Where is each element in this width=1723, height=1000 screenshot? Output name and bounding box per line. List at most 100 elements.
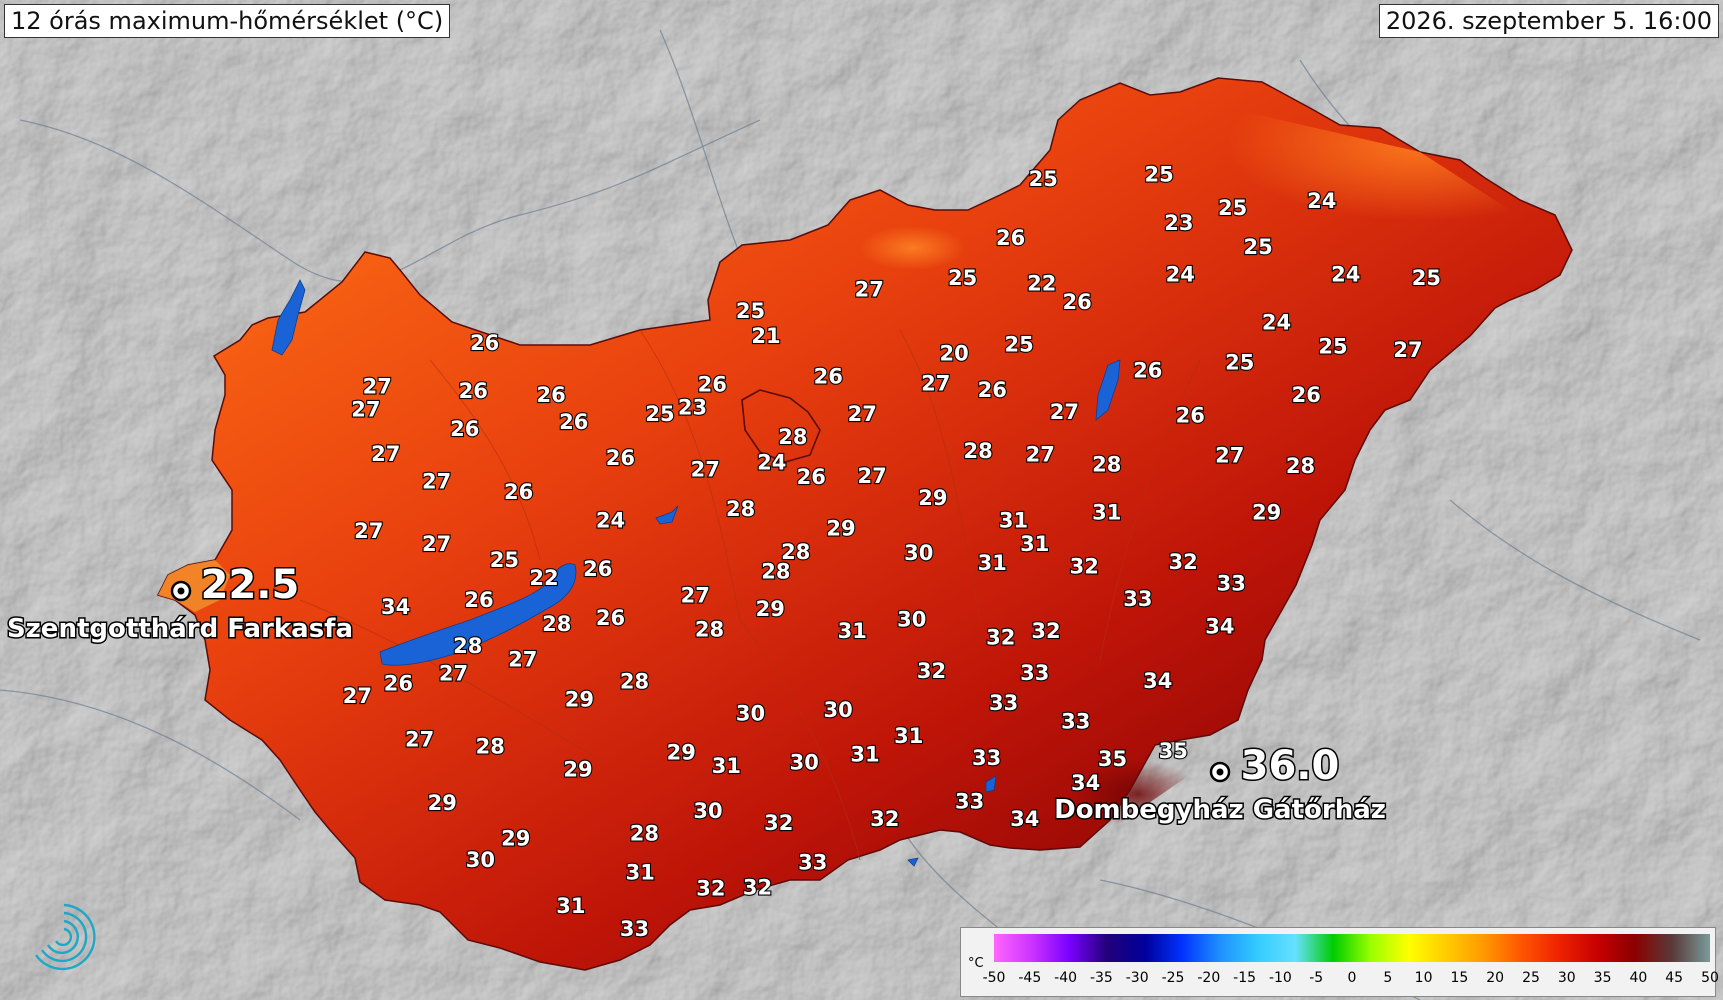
station-temp-label: 30 [736, 702, 765, 726]
station-temp-label: 29 [667, 741, 696, 765]
station-temp-label: 30 [823, 698, 852, 722]
water-bodies [271, 279, 1121, 867]
station-temp-label: 27 [1393, 338, 1422, 362]
station-temp-label: 27 [439, 662, 468, 686]
station-temp-label: 25 [645, 402, 674, 426]
legend-tick: 30 [1557, 970, 1576, 986]
station-temp-label: 31 [838, 619, 867, 643]
min-station: Szentgotthárd Farkasfa [7, 614, 353, 644]
station-temp-label: 34 [1143, 669, 1172, 693]
station-temp-label: 32 [917, 659, 946, 683]
station-temp-label: 27 [921, 372, 950, 396]
station-temp-label: 30 [466, 848, 495, 872]
station-temp-label: 26 [1176, 404, 1205, 428]
station-temp-label: 27 [354, 519, 383, 543]
station-temp-label: 31 [978, 551, 1007, 575]
station-temp-label: 26 [1062, 290, 1091, 314]
small-lake-south2 [907, 857, 919, 867]
map-datetime: 2026. szeptember 5. 16:00 [1378, 4, 1719, 38]
station-temp-label: 26 [470, 331, 499, 355]
station-temp-label: 33 [1020, 661, 1049, 685]
station-temp-label: 27 [1050, 400, 1079, 424]
legend-tick: -25 [1161, 970, 1185, 986]
station-temp-label: 33 [972, 746, 1001, 770]
budapest-outline [741, 389, 821, 463]
legend-tick: -45 [1018, 970, 1042, 986]
lake-velence [655, 505, 679, 525]
station-temp-label: 26 [1133, 358, 1162, 382]
legend-tick: 35 [1593, 970, 1612, 986]
station-temp-label: 22 [529, 566, 558, 590]
station-temp-label: 27 [371, 442, 400, 466]
station-temp-label: 34 [381, 595, 410, 619]
station-temp-label: 28 [1092, 452, 1121, 476]
station-temp-label: 31 [850, 743, 879, 767]
station-temp-label: 30 [897, 608, 926, 632]
legend-tick: -30 [1125, 970, 1149, 986]
station-temp-label: 26 [814, 365, 843, 389]
legend-tick: -35 [1089, 970, 1113, 986]
station-temp-label: 25 [1144, 162, 1173, 186]
station-temp-label: 26 [698, 373, 727, 397]
station-temp-label: 28 [476, 735, 505, 759]
station-temp-label: 26 [978, 378, 1007, 402]
station-temp-label: 26 [559, 410, 588, 434]
max-station: Dombegyház Gátőrház [1054, 795, 1386, 825]
station-temp-label: 25 [1029, 167, 1058, 191]
station-temp-label: 25 [1318, 334, 1347, 358]
station-temp-label: 25 [490, 548, 519, 572]
small-lake-south [985, 775, 997, 793]
station-temp-label: 33 [989, 691, 1018, 715]
station-temp-label: 29 [563, 758, 592, 782]
lake-ferto [271, 279, 306, 356]
station-temp-label: 32 [1031, 619, 1060, 643]
logo-icon [35, 903, 96, 971]
station-temp-label: 26 [583, 557, 612, 581]
station-temp-label: 28 [542, 612, 571, 636]
station-temp-label: 26 [450, 417, 479, 441]
station-temp-label: 27 [1026, 443, 1055, 467]
station-temp-label: 28 [726, 497, 755, 521]
station-temp-label: 31 [999, 508, 1028, 532]
station-temp-label: 35 [1159, 739, 1188, 763]
station-temp-label: 30 [904, 541, 933, 565]
station-temp-label: 28 [778, 425, 807, 449]
station-temp-label: 34 [1205, 615, 1234, 639]
station-temp-label: 27 [857, 464, 886, 488]
station-temp-label: 25 [1243, 235, 1272, 259]
extreme-max-marker: 36.0 Dombegyház Gátőrház [1053, 742, 1388, 827]
station-temp-label: 31 [894, 724, 923, 748]
station-temp-label: 29 [501, 827, 530, 851]
station-temp-label: 27 [422, 469, 451, 493]
station-temp-label: 25 [1225, 350, 1254, 374]
station-temp-label: 28 [761, 560, 790, 584]
legend-unit: °C [968, 956, 984, 971]
station-temp-label: 30 [790, 750, 819, 774]
station-temp-label: 27 [405, 727, 434, 751]
station-temp-label: 26 [459, 379, 488, 403]
legend-tick: 50 [1701, 970, 1719, 986]
legend-color-bar [994, 934, 1710, 962]
station-temp-label: 28 [1286, 454, 1315, 478]
station-temp-label: 31 [1020, 532, 1049, 556]
station-temp-label: 29 [1252, 500, 1281, 524]
station-temp-label: 28 [963, 439, 992, 463]
station-temp-label: 27 [363, 374, 392, 398]
station-temp-label: 25 [948, 266, 977, 290]
station-temp-label: 34 [1071, 771, 1100, 795]
station-temp-label: 26 [996, 226, 1025, 250]
station-temp-label: 32 [1070, 554, 1099, 578]
station-temp-label: 27 [508, 648, 537, 672]
station-temp-label: 26 [797, 465, 826, 489]
min-value: 22.5 [201, 562, 300, 608]
station-temp-label: 33 [1061, 710, 1090, 734]
station-temp-label: 32 [696, 876, 725, 900]
station-temp-label: 26 [536, 383, 565, 407]
legend-tick: -15 [1233, 970, 1257, 986]
station-temp-label: 26 [1292, 383, 1321, 407]
map-title: 12 órás maximum-hőmérséklet (°C) [4, 4, 451, 38]
station-temp-label: 29 [756, 597, 785, 621]
station-temp-label: 27 [855, 278, 884, 302]
station-temp-label: 24 [596, 508, 625, 532]
lake-tisza [1095, 359, 1121, 421]
